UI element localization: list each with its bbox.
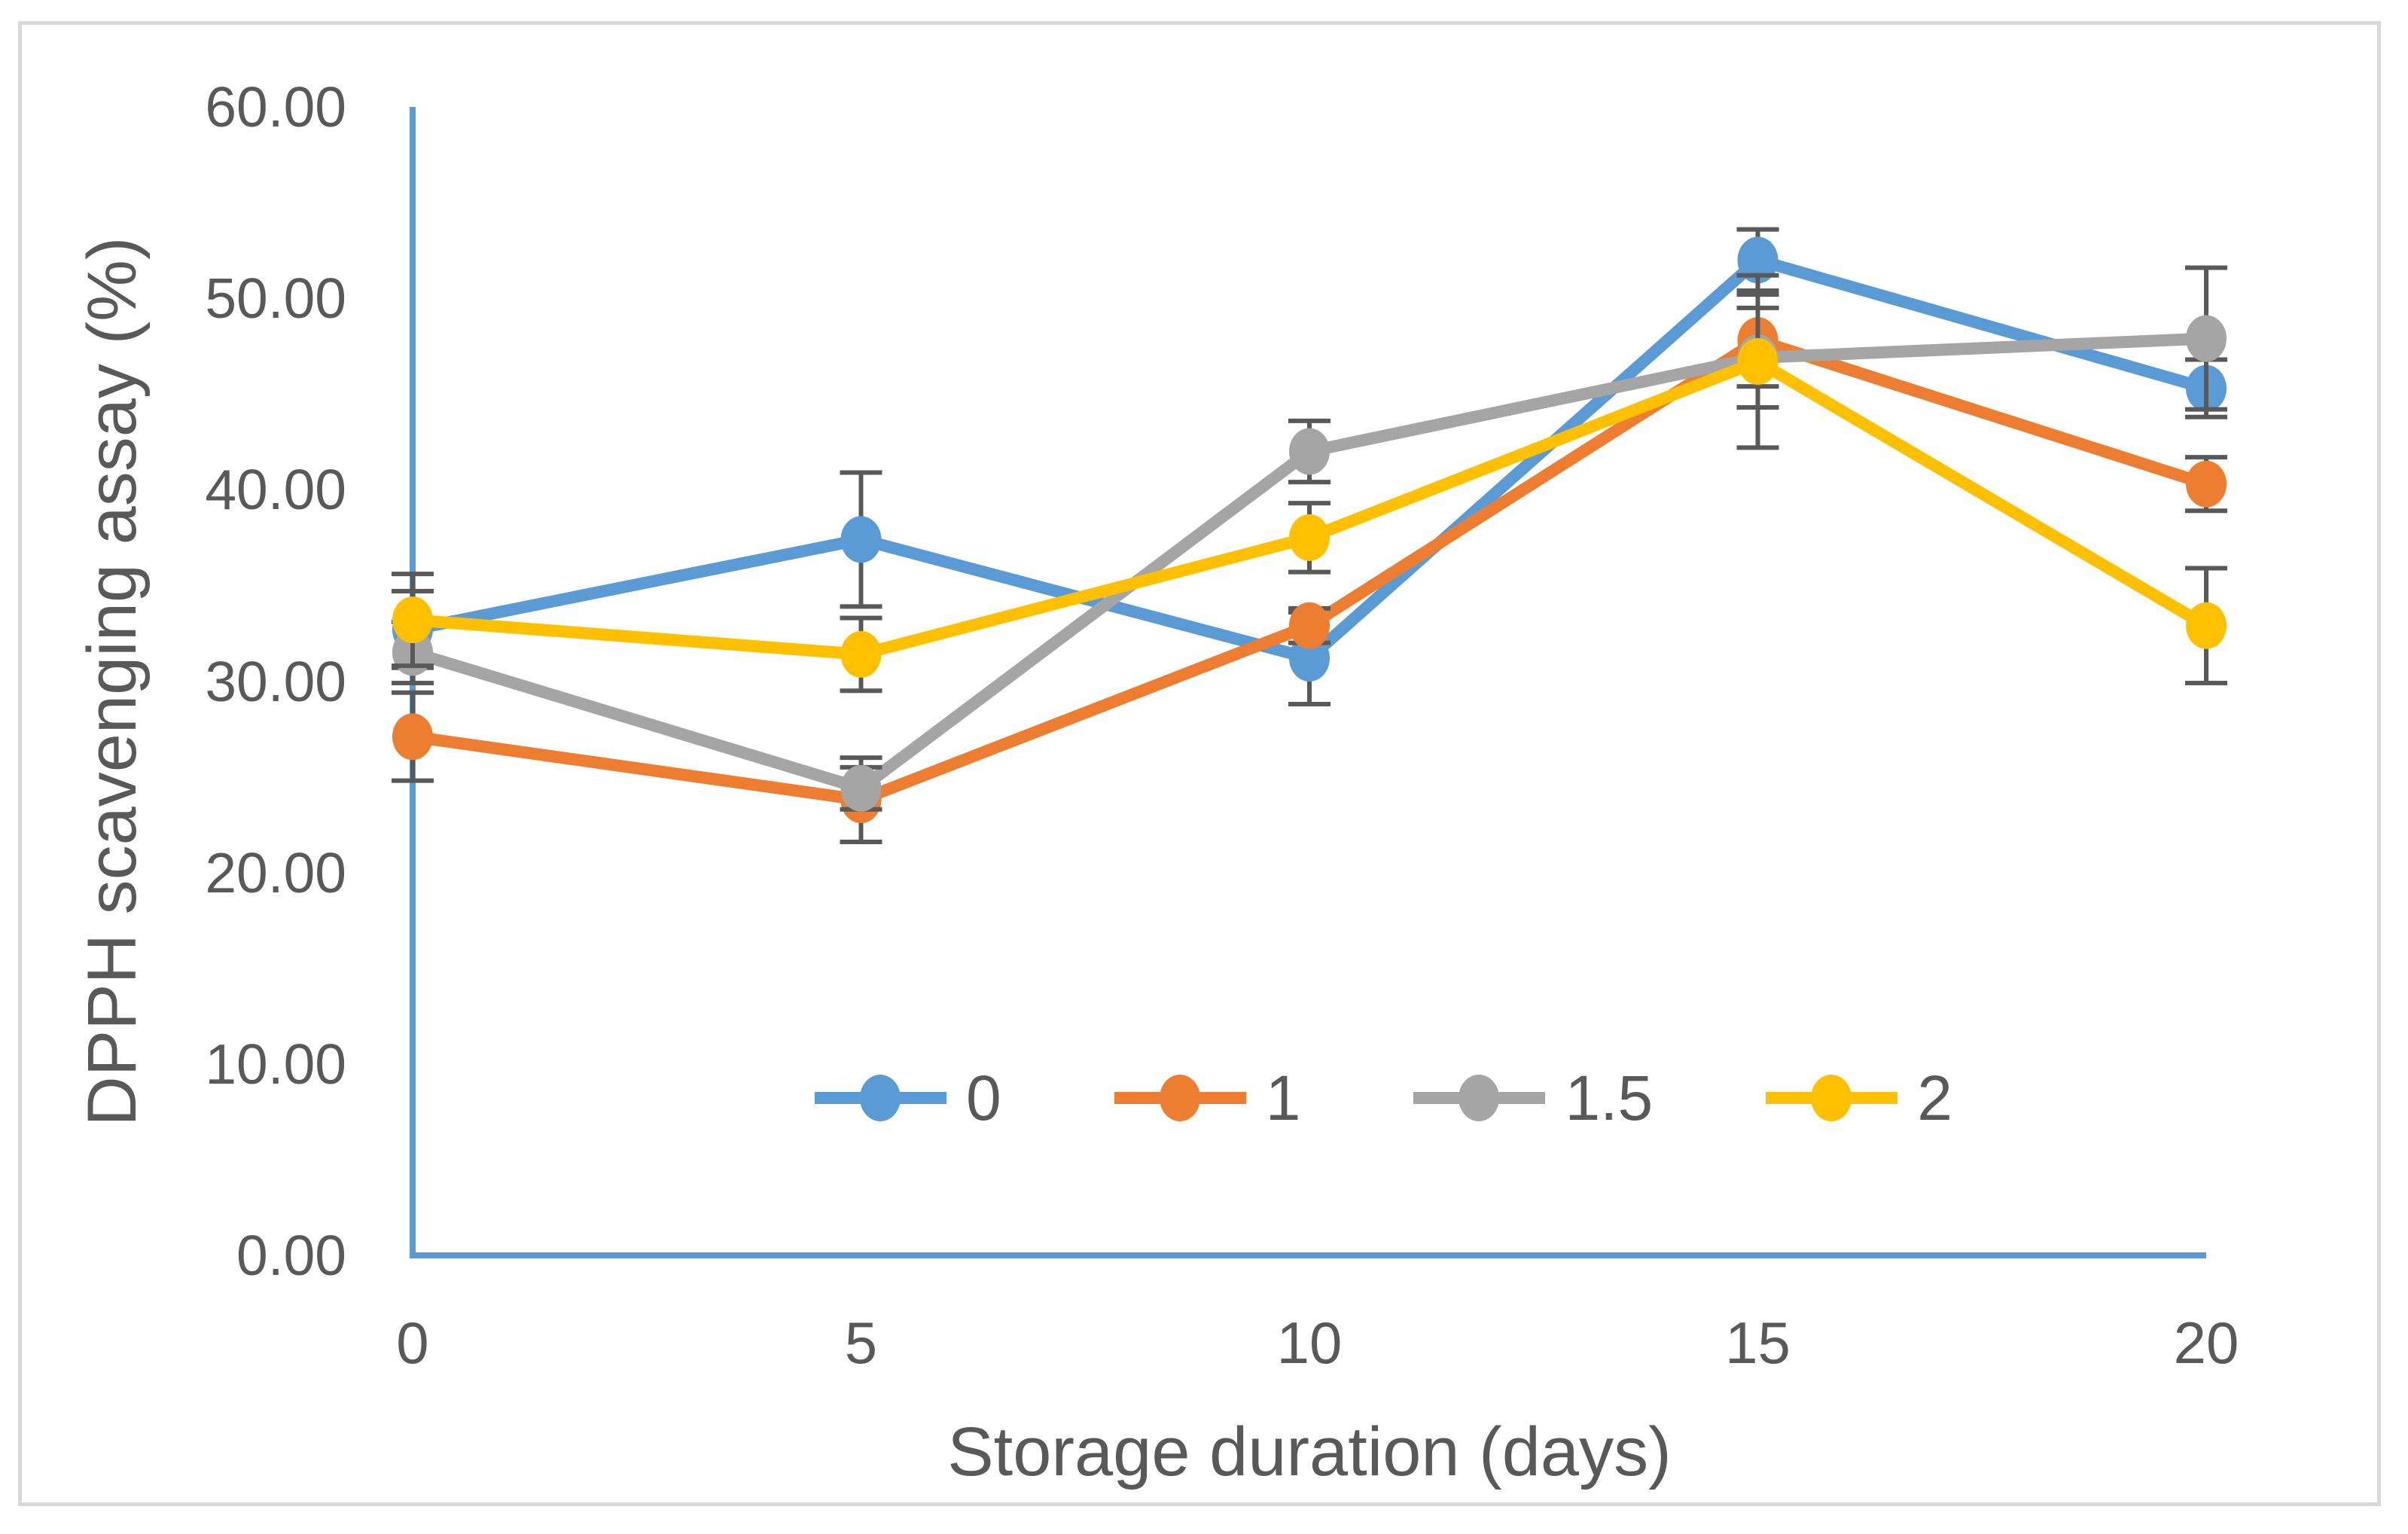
legend-label-2: 2 [1917, 1062, 1952, 1133]
data-point-marker-1 [392, 713, 433, 761]
y-tick-label-50.00: 50.00 [205, 267, 346, 331]
data-point-marker-1 [2186, 460, 2227, 508]
legend-marker-icon [815, 1075, 946, 1121]
x-tick-label-5: 5 [844, 1310, 878, 1376]
x-tick-label-10: 10 [1276, 1310, 1343, 1376]
data-point-marker-0 [840, 516, 882, 563]
legend-label-1: 1 [1265, 1062, 1301, 1133]
legend-entry-2: 2 [1766, 1062, 1952, 1135]
data-point-marker-2 [840, 630, 882, 678]
y-tick-label-0.00: 0.00 [236, 1224, 346, 1287]
data-point-marker-2 [1737, 338, 1779, 386]
y-tick-label-30.00: 30.00 [205, 649, 346, 713]
legend-label-1.5: 1.5 [1565, 1062, 1654, 1133]
y-tick-label-60.00: 60.00 [205, 75, 346, 139]
data-point-marker-0 [1289, 635, 1330, 682]
y-tick-label-40.00: 40.00 [205, 458, 346, 522]
legend: 0 1 1.5 2 [815, 1053, 1952, 1143]
data-point-marker-1 [1289, 602, 1330, 649]
data-point-marker-2 [2186, 602, 2227, 649]
series-2 [392, 273, 2227, 694]
x-tick-label-15: 15 [1725, 1310, 1791, 1376]
figure-border [18, 21, 2381, 1506]
legend-entry-1.5: 1.5 [1413, 1062, 1653, 1135]
y-tick-label-10.00: 10.00 [205, 1032, 346, 1096]
data-point-marker-2 [1289, 514, 1330, 561]
legend-entry-0: 0 [815, 1062, 1001, 1135]
data-point-marker-1.5 [2186, 315, 2227, 362]
data-point-marker-1.5 [840, 764, 882, 812]
data-point-marker-0 [1737, 236, 1779, 284]
x-tick-label-0: 0 [396, 1310, 429, 1376]
legend-label-0: 0 [966, 1062, 1001, 1133]
legend-marker-icon [1766, 1075, 1898, 1121]
legend-entry-1: 1 [1114, 1062, 1301, 1135]
data-point-marker-2 [392, 596, 433, 644]
legend-marker-icon [1114, 1075, 1246, 1121]
legend-marker-icon [1413, 1075, 1546, 1121]
y-axis-title: DPPH scavenging assay (%) [74, 236, 151, 1127]
x-axis-title: Storage duration (days) [947, 1414, 1672, 1490]
x-tick-label-20: 20 [2173, 1310, 2239, 1376]
data-point-marker-1.5 [1289, 428, 1330, 475]
y-tick-label-20.00: 20.00 [205, 840, 346, 904]
